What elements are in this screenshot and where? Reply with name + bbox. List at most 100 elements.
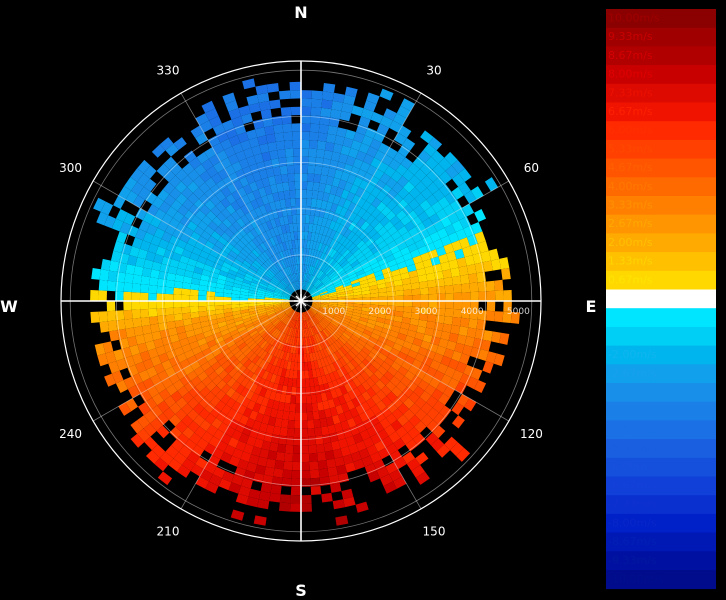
velocity-cell xyxy=(459,237,470,249)
velocity-cell xyxy=(383,108,397,121)
velocity-cell xyxy=(419,287,429,295)
velocity-cell xyxy=(261,177,271,188)
legend-swatch xyxy=(606,102,716,122)
velocity-cell xyxy=(323,328,331,336)
velocity-cell xyxy=(312,352,317,361)
legend-swatch xyxy=(606,326,716,346)
velocity-cell xyxy=(326,355,333,365)
velocity-cell xyxy=(274,308,283,313)
velocity-cell xyxy=(271,116,283,126)
velocity-cell xyxy=(343,163,353,174)
velocity-cell xyxy=(138,186,151,200)
velocity-cell xyxy=(283,377,289,387)
velocity-cell xyxy=(306,311,311,319)
velocity-cell xyxy=(335,327,344,335)
velocity-cell xyxy=(214,336,225,344)
velocity-cell xyxy=(210,385,221,396)
velocity-cell xyxy=(218,369,229,380)
legend-swatch xyxy=(606,420,716,440)
velocity-cell xyxy=(240,306,249,311)
velocity-cell xyxy=(301,387,306,396)
velocity-cell xyxy=(301,445,309,454)
velocity-cell xyxy=(246,361,256,371)
velocity-cell xyxy=(293,265,297,274)
velocity-cell xyxy=(131,309,141,319)
azimuth-spoke xyxy=(180,300,302,510)
velocity-cell xyxy=(240,331,250,339)
velocity-cell xyxy=(322,192,330,202)
velocity-cell xyxy=(147,243,159,254)
velocity-cell xyxy=(377,313,387,319)
velocity-cell xyxy=(313,419,321,429)
velocity-cell xyxy=(173,301,182,308)
velocity-cell xyxy=(394,132,407,145)
velocity-cell xyxy=(373,459,386,471)
velocity-cell xyxy=(228,482,241,494)
velocity-cell xyxy=(379,417,391,430)
velocity-cell xyxy=(391,361,402,372)
velocity-cell xyxy=(187,169,200,182)
velocity-cell xyxy=(351,282,361,288)
velocity-cell xyxy=(156,301,165,309)
velocity-cell xyxy=(269,391,277,401)
polar-grid xyxy=(60,60,542,542)
velocity-cell xyxy=(98,290,107,301)
velocity-cell xyxy=(276,331,283,340)
velocity-cell xyxy=(201,376,213,387)
velocity-cell xyxy=(280,260,287,269)
velocity-cell xyxy=(339,246,348,256)
velocity-cell xyxy=(374,150,386,162)
velocity-cell xyxy=(343,228,352,238)
velocity-cell xyxy=(220,157,232,169)
velocity-cell xyxy=(295,281,299,290)
velocity-cell xyxy=(319,340,326,350)
velocity-cell xyxy=(157,370,169,382)
velocity-cell xyxy=(419,281,429,289)
velocity-cell xyxy=(359,335,369,344)
velocity-cell xyxy=(410,343,421,353)
velocity-cell xyxy=(410,312,420,320)
velocity-cell xyxy=(301,495,312,504)
velocity-cell xyxy=(245,221,254,232)
velocity-cell xyxy=(311,305,320,310)
velocity-cell xyxy=(231,262,241,270)
velocity-cell xyxy=(259,387,268,398)
velocity-cell xyxy=(235,440,247,452)
velocity-cell xyxy=(375,179,386,191)
velocity-cell xyxy=(237,459,249,470)
velocity-cell xyxy=(225,387,236,398)
velocity-cell xyxy=(369,218,380,229)
velocity-cell xyxy=(283,278,290,286)
velocity-cell xyxy=(324,315,333,321)
velocity-cell xyxy=(411,359,423,370)
velocity-cell xyxy=(241,282,251,288)
velocity-cell xyxy=(262,319,271,326)
velocity-cell xyxy=(306,256,311,266)
velocity-cell xyxy=(308,285,315,293)
velocity-cell xyxy=(243,359,252,369)
velocity-cell xyxy=(233,279,243,286)
velocity-cell xyxy=(387,334,398,343)
velocity-cell xyxy=(309,452,318,462)
velocity-cell xyxy=(348,211,358,222)
velocity-cell xyxy=(292,282,297,291)
velocity-cell xyxy=(312,343,318,353)
velocity-cell xyxy=(249,181,259,192)
velocity-cell xyxy=(265,259,273,268)
velocity-cell xyxy=(265,167,275,178)
velocity-cell xyxy=(159,329,170,339)
velocity-cell xyxy=(332,317,341,324)
velocity-cell xyxy=(389,330,399,338)
velocity-cell xyxy=(443,316,453,325)
legend-label: 9.33m/s xyxy=(608,30,653,43)
velocity-cell xyxy=(418,362,430,374)
velocity-cell xyxy=(343,181,353,192)
velocity-cell xyxy=(301,362,305,371)
velocity-cell xyxy=(207,357,218,367)
velocity-cell xyxy=(402,386,414,398)
velocity-cell xyxy=(195,332,205,341)
velocity-cell xyxy=(200,361,211,372)
velocity-cell xyxy=(443,277,453,286)
velocity-cell xyxy=(117,328,128,340)
velocity-cell xyxy=(246,254,256,263)
